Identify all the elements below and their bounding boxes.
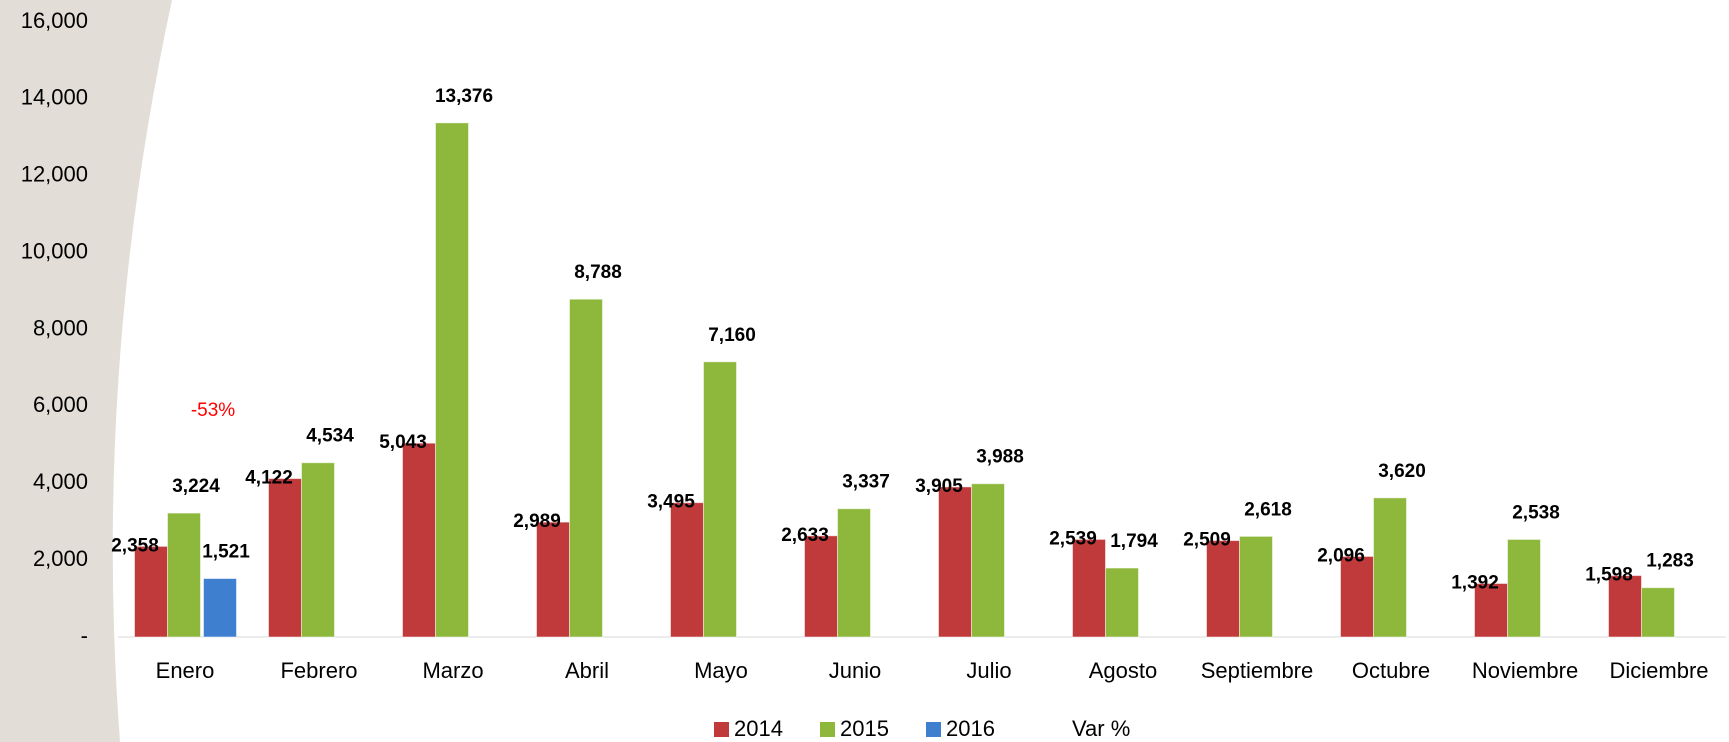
bar xyxy=(1072,538,1106,638)
data-label: 1,392 xyxy=(1451,573,1499,594)
bar xyxy=(703,361,737,638)
bar xyxy=(1507,538,1541,638)
x-tick-label: Abril xyxy=(565,658,609,683)
data-label: 2,538 xyxy=(1512,502,1560,523)
bar xyxy=(203,578,237,638)
y-tick-label: 14,000 xyxy=(21,85,88,110)
y-tick-label: 8,000 xyxy=(33,315,88,340)
data-label: 2,989 xyxy=(513,511,561,532)
x-tick-label: Noviembre xyxy=(1472,658,1578,683)
bar xyxy=(268,478,302,638)
data-label: 1,521 xyxy=(202,542,250,563)
bar xyxy=(569,298,603,638)
bar xyxy=(1239,535,1273,638)
x-tick-label: Mayo xyxy=(694,658,748,683)
data-label: 3,620 xyxy=(1378,461,1426,482)
bar xyxy=(536,521,570,638)
data-label: 2,096 xyxy=(1317,545,1365,566)
legend-label: 2014 xyxy=(734,716,783,741)
x-tick-label: Octubre xyxy=(1352,658,1430,683)
data-label: 1,598 xyxy=(1585,565,1633,586)
data-label: 3,224 xyxy=(172,476,220,497)
y-tick-label: 2,000 xyxy=(33,546,88,571)
x-tick-label: Marzo xyxy=(422,658,483,683)
bar xyxy=(804,535,838,638)
x-tick-label: Junio xyxy=(829,658,882,683)
legend-swatch xyxy=(714,722,729,737)
x-tick-label: Febrero xyxy=(280,658,357,683)
annotation: -53% xyxy=(191,400,235,421)
bar xyxy=(938,486,972,638)
y-tick-label: 16,000 xyxy=(21,8,88,33)
data-label: 2,633 xyxy=(781,525,829,546)
x-tick-label: Septiembre xyxy=(1201,658,1314,683)
data-label: 3,495 xyxy=(647,492,695,513)
legend-swatch xyxy=(820,722,835,737)
bar xyxy=(1105,567,1139,638)
x-tick-label: Julio xyxy=(966,658,1011,683)
data-label: 2,358 xyxy=(111,535,159,556)
x-tick-label: Agosto xyxy=(1089,658,1158,683)
y-tick-label: 6,000 xyxy=(33,392,88,417)
bar xyxy=(1373,497,1407,638)
data-label: 1,794 xyxy=(1110,531,1158,552)
bar xyxy=(837,508,871,638)
bar xyxy=(435,122,469,638)
data-label: 3,337 xyxy=(842,472,890,493)
data-label: 13,376 xyxy=(435,86,493,107)
bar xyxy=(134,545,168,638)
legend-swatch xyxy=(926,722,941,737)
bar xyxy=(402,442,436,638)
bar xyxy=(167,512,201,638)
y-tick-label: 4,000 xyxy=(33,469,88,494)
bar xyxy=(1641,587,1675,638)
data-label: 2,509 xyxy=(1183,530,1231,551)
bar xyxy=(1206,540,1240,638)
bar xyxy=(670,502,704,638)
data-label: 5,043 xyxy=(379,432,427,453)
data-label: 8,788 xyxy=(574,262,622,283)
data-label: 4,534 xyxy=(306,426,354,447)
bar xyxy=(971,483,1005,638)
x-tick-label: Diciembre xyxy=(1609,658,1708,683)
data-label: 1,283 xyxy=(1646,551,1694,572)
data-label: 2,539 xyxy=(1049,528,1097,549)
bar xyxy=(1474,582,1508,638)
data-label: 3,988 xyxy=(976,447,1024,468)
bar xyxy=(1340,555,1374,638)
bar xyxy=(301,462,335,638)
legend-label: Var % xyxy=(1072,716,1130,741)
data-label: 2,618 xyxy=(1244,499,1292,520)
data-label: 3,905 xyxy=(915,476,963,497)
y-tick-label: 12,000 xyxy=(21,162,88,187)
data-label: 7,160 xyxy=(708,325,756,346)
data-label: 4,122 xyxy=(245,468,293,489)
legend-label: 2015 xyxy=(840,716,889,741)
x-tick-label: Enero xyxy=(156,658,215,683)
y-tick-label: - xyxy=(81,623,88,648)
y-tick-label: 10,000 xyxy=(21,238,88,263)
legend-label: 2016 xyxy=(946,716,995,741)
background-shape xyxy=(0,0,172,742)
